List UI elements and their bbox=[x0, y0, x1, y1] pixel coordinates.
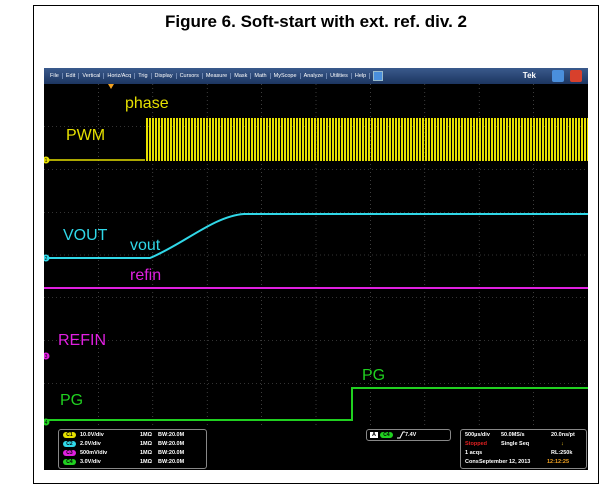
trace-tag: refin bbox=[130, 267, 161, 284]
close-button[interactable] bbox=[570, 70, 582, 82]
time: 12:12:25 bbox=[547, 459, 570, 465]
menu-item[interactable]: Horiz/Acq bbox=[104, 73, 136, 79]
menu-item[interactable]: Vertical bbox=[79, 73, 105, 79]
trace-tag: PG bbox=[362, 367, 385, 384]
menu-icon bbox=[373, 71, 384, 81]
menu-bar: File Edit Vertical Horiz/Acq Trig Display Curs… bbox=[44, 68, 588, 84]
channel-marker bbox=[44, 156, 50, 164]
channel-scale: 500mV/div bbox=[80, 450, 108, 456]
menu-item[interactable]: File bbox=[47, 73, 63, 79]
trigger-mode: A bbox=[370, 432, 378, 438]
trigger-slope bbox=[396, 431, 405, 439]
channel-marker-label: 4 bbox=[45, 420, 48, 426]
acq-arrow: ↓ bbox=[561, 441, 564, 447]
cons: Cons bbox=[465, 459, 479, 465]
channel-marker-label: 2 bbox=[45, 256, 48, 262]
record-length: RL:250k bbox=[551, 450, 573, 456]
trigger-box: A C4 7.4V bbox=[366, 429, 451, 441]
channel-bandwidth: BW:20.0M bbox=[158, 450, 185, 456]
trigger-source: C4 bbox=[379, 432, 393, 438]
trigger-position bbox=[108, 84, 114, 89]
channel-marker bbox=[44, 254, 50, 262]
menu-item[interactable]: Mask bbox=[231, 73, 252, 79]
menu-item[interactable]: Utilities bbox=[327, 73, 352, 79]
trace-label: REFIN bbox=[58, 332, 106, 349]
menu-item[interactable]: Help bbox=[352, 73, 371, 79]
menu-item[interactable]: Display bbox=[152, 73, 177, 79]
channel-impedance: 1MΩ bbox=[140, 450, 153, 456]
acq-sequence: Single Seq bbox=[501, 441, 530, 447]
channel-marker bbox=[44, 418, 50, 426]
pg-trace bbox=[44, 387, 588, 421]
trace-label: PG bbox=[60, 392, 83, 409]
trace-tag: vout bbox=[130, 237, 161, 254]
channel-impedance: 1MΩ bbox=[140, 432, 153, 438]
brand: Tek bbox=[522, 71, 536, 80]
channel-impedance: 1MΩ bbox=[140, 459, 153, 465]
channel-badge: C3 bbox=[63, 450, 76, 456]
trigger-level: 7.4V bbox=[404, 432, 417, 438]
date: September 12, 2013 bbox=[479, 459, 531, 465]
channel-bandwidth: BW:20.0M bbox=[158, 432, 185, 438]
trace-label: PWM bbox=[66, 127, 105, 144]
figure-title: Figure 6. Soft-start with ext. ref. div.… bbox=[165, 12, 467, 31]
trace-label: VOUT bbox=[63, 227, 108, 244]
trace-tag: phase bbox=[125, 95, 169, 112]
channel-row: C3 500mV/div 1MΩ BW:20.0M bbox=[63, 449, 203, 457]
oscilloscope-screen: File Edit Vertical Horiz/Acq Trig Display Curs… bbox=[44, 68, 588, 470]
menu-item[interactable]: Trig bbox=[135, 73, 152, 79]
channel-scale: 3.0V/div bbox=[80, 459, 101, 465]
channel-scale: 10.0V/div bbox=[80, 432, 104, 438]
vout-trace bbox=[44, 213, 588, 259]
menu-item[interactable]: Cursors bbox=[177, 73, 203, 79]
acq-state: Stopped bbox=[465, 441, 487, 447]
channel-badge: C1 bbox=[63, 432, 76, 438]
channel-row: C4 3.0V/div 1MΩ BW:20.0M bbox=[63, 458, 203, 466]
channel-bandwidth: BW:20.0M bbox=[158, 459, 185, 465]
channel-marker-label: 1 bbox=[45, 158, 48, 164]
menu-item[interactable]: Analyze bbox=[301, 73, 328, 79]
channel-marker bbox=[44, 352, 50, 360]
channel-scale: 2.0V/div bbox=[80, 441, 101, 447]
acquisition-box: 500µs/div 50.0MS/s 20.0ns/pt Stopped Sin… bbox=[460, 429, 587, 469]
channel-badge: C2 bbox=[63, 441, 76, 447]
channel-row: C2 2.0V/div 1MΩ BW:20.0M bbox=[63, 440, 203, 448]
channel-box: C1 10.0V/div 1MΩ BW:20.0M C2 2.0V/div 1MΩ BW:20… bbox=[58, 429, 207, 469]
timebase: 500µs/div bbox=[465, 432, 490, 438]
channel-badge: C4 bbox=[63, 459, 76, 465]
menu-item[interactable]: Edit bbox=[63, 73, 80, 79]
graticule: PWM phase 1 VOUT vout 2 REFIN refin 3 PG PG 4 bbox=[44, 84, 588, 426]
channel-row: C1 10.0V/div 1MΩ BW:20.0M bbox=[63, 431, 203, 439]
channel-impedance: 1MΩ bbox=[140, 441, 153, 447]
resolution: 20.0ns/pt bbox=[551, 432, 575, 438]
channel-marker-label: 3 bbox=[45, 354, 48, 360]
channel-bandwidth: BW:20.0M bbox=[158, 441, 185, 447]
menu-item[interactable]: Measure bbox=[203, 73, 232, 79]
menu-item[interactable]: Math bbox=[251, 73, 271, 79]
figure-frame bbox=[33, 5, 599, 484]
sample-rate: 50.0MS/s bbox=[501, 432, 525, 438]
pwm-switching bbox=[145, 118, 588, 161]
status-panel: C1 10.0V/div 1MΩ BW:20.0M C2 2.0V/div 1MΩ BW:20… bbox=[44, 426, 588, 470]
acq-count: 1 acqs bbox=[465, 450, 483, 456]
menu-item[interactable]: MyScope bbox=[271, 73, 301, 79]
minimize-button[interactable] bbox=[552, 70, 564, 82]
